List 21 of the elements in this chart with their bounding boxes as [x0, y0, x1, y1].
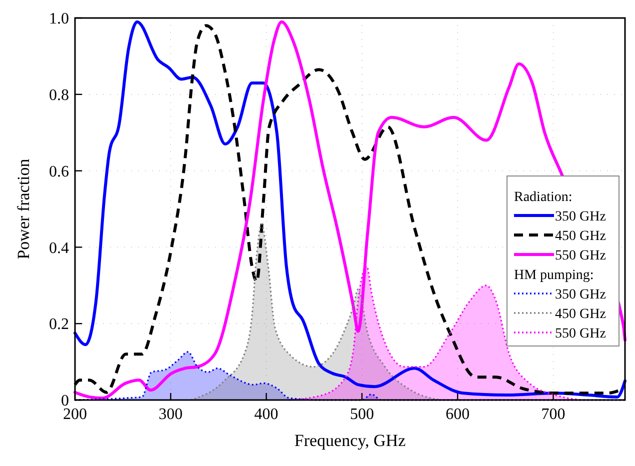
x-tick-label: 600 [446, 406, 470, 423]
x-axis-title: Frequency, GHz [294, 431, 406, 450]
x-tick-label: 500 [350, 406, 374, 423]
x-tick-label: 700 [541, 406, 566, 423]
y-tick-label: 0.8 [49, 87, 69, 104]
x-tick-label: 300 [158, 406, 183, 423]
y-axis-title: Power fraction [14, 158, 33, 260]
y-tick-label: 0.4 [49, 240, 69, 257]
y-tick-label: 1.0 [49, 10, 69, 28]
x-tick-label: 400 [254, 406, 278, 423]
y-tick-label: 0.6 [49, 163, 69, 180]
x-tick-label: 200 [63, 406, 87, 423]
legend-label: 350 GHz [555, 210, 606, 224]
legend-title: Radiation: [514, 190, 572, 205]
annotation: HM pumping: [514, 268, 594, 283]
legend-label: 550 GHz [555, 248, 606, 264]
y-tick-label: 0.2 [49, 316, 69, 334]
legend-label: 550 GHz [555, 326, 606, 342]
legend-label: 450 GHz [555, 307, 606, 322]
legend-label: 350 GHz [555, 288, 606, 302]
legend-label: 450 GHz [555, 229, 606, 244]
